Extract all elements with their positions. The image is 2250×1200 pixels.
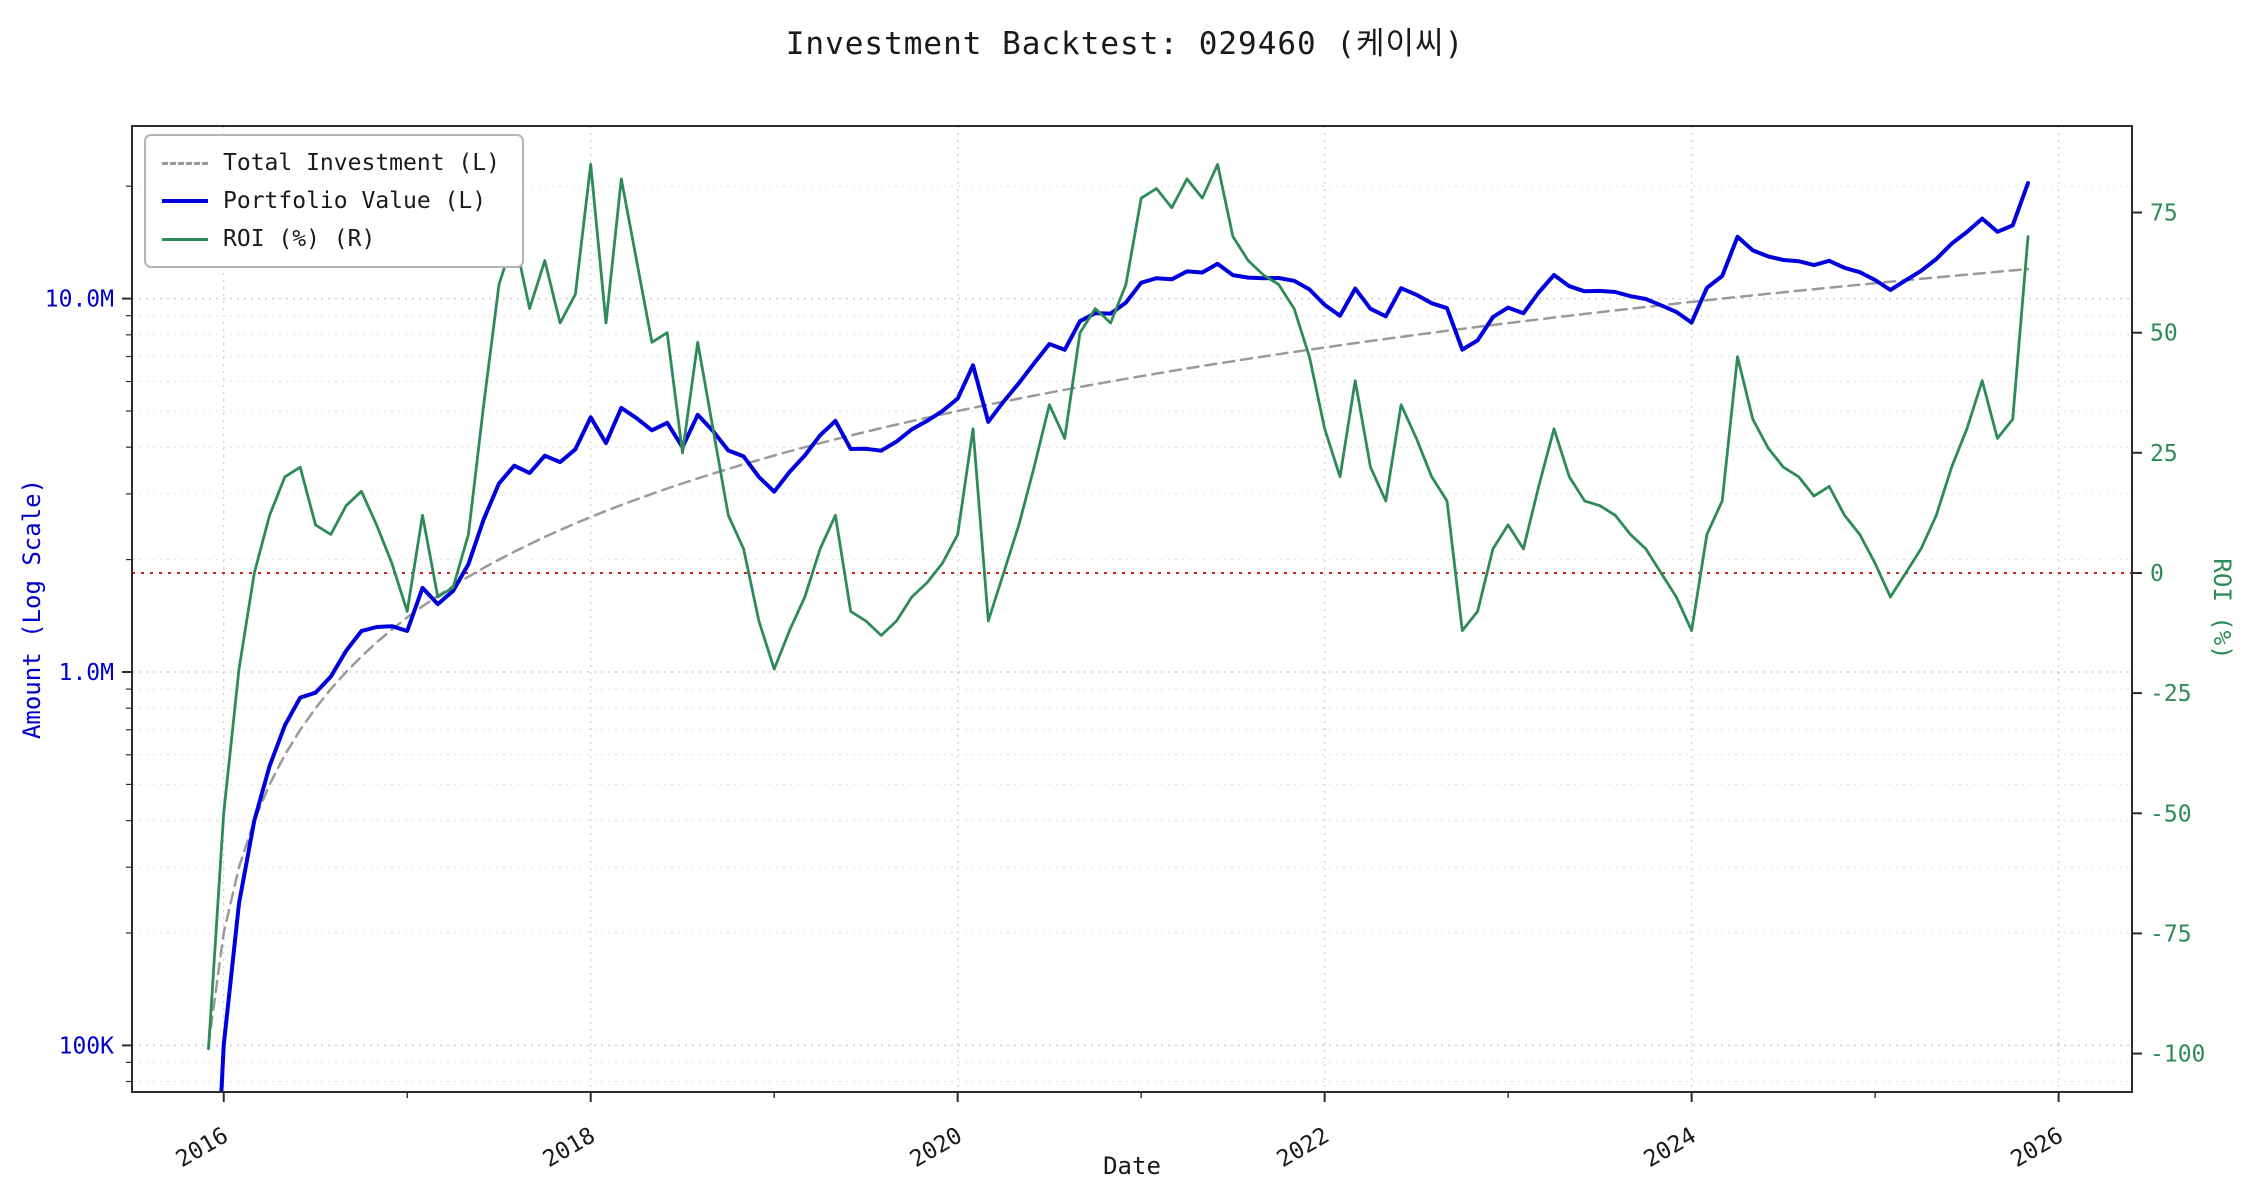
svg-text:2020: 2020 [906,1123,967,1173]
chart-title: Investment Backtest: 029460 (케이씨) [785,26,1465,62]
svg-text:2016: 2016 [172,1123,233,1173]
svg-text:2024: 2024 [1640,1123,1701,1173]
svg-text:10.0M: 10.0M [45,287,114,313]
svg-text:2026: 2026 [2007,1123,2068,1173]
svg-text:50: 50 [2150,321,2178,347]
svg-text:-100: -100 [2150,1042,2205,1068]
svg-text:0: 0 [2150,561,2164,587]
portfolio-value-line-swatch [162,199,208,203]
legend: Total Investment (L) Portfolio Value (L)… [144,134,524,268]
x-gridlines [223,126,2060,1092]
legend-label-total-investment: Total Investment (L) [223,150,500,176]
y-minor-gridlines [132,185,2132,1082]
total-investment-line-swatch [162,161,208,165]
svg-text:75: 75 [2150,201,2178,227]
portfolio-value-line [219,181,2030,1092]
left-axis-label: Amount (Log Scale) [18,478,46,740]
svg-text:2018: 2018 [539,1123,600,1173]
right-axis-label: ROI (%) [2208,558,2236,660]
total-investment-line [207,267,2030,1047]
legend-item-total-investment: Total Investment (L) [162,150,500,176]
left-tick-labels: 100K 1.0M 10.0M [45,185,132,1083]
legend-label-portfolio-value: Portfolio Value (L) [223,188,487,214]
legend-item-portfolio-value: Portfolio Value (L) [162,188,500,214]
y-major-gridlines [132,297,2132,1047]
svg-text:-75: -75 [2150,921,2192,947]
right-tick-labels: -100 -75 -50 -25 0 25 50 75 [2132,201,2205,1068]
svg-text:25: 25 [2150,441,2178,467]
svg-text:1.0M: 1.0M [59,660,114,686]
x-axis-label: Date [1103,1152,1161,1180]
svg-text:2022: 2022 [1273,1123,1334,1173]
roi-line-swatch [162,237,208,241]
legend-item-roi: ROI (%) (R) [162,226,500,252]
svg-text:-50: -50 [2150,801,2192,827]
svg-text:-25: -25 [2150,681,2192,707]
plot-border [131,125,2133,1093]
legend-label-roi: ROI (%) (R) [223,226,376,252]
svg-text:100K: 100K [59,1033,115,1059]
roi-line [207,162,2030,1051]
